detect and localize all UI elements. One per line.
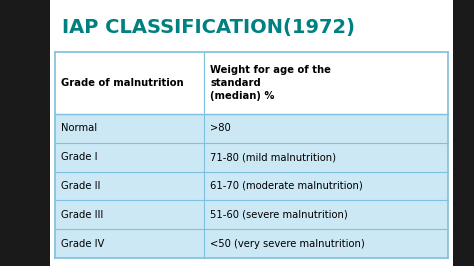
Bar [55, 52, 448, 258]
Text: Grade IV: Grade IV [61, 239, 104, 249]
Text: Grade of malnutrition: Grade of malnutrition [61, 78, 183, 88]
Bar [55, 114, 448, 143]
Bar [453, 0, 474, 266]
Text: 61-70 (moderate malnutrition): 61-70 (moderate malnutrition) [210, 181, 363, 191]
Bar [55, 143, 448, 172]
Text: Weight for age of the
standard
(median) %: Weight for age of the standard (median) … [210, 65, 331, 101]
Text: >80: >80 [210, 123, 231, 134]
Bar [55, 229, 448, 258]
Text: Grade III: Grade III [61, 210, 103, 220]
Text: <50 (very severe malnutrition): <50 (very severe malnutrition) [210, 239, 365, 249]
Text: Grade II: Grade II [61, 181, 100, 191]
Bar [55, 172, 448, 200]
Text: IAP CLASSIFICATION(1972): IAP CLASSIFICATION(1972) [62, 19, 355, 38]
Bar [0, 0, 50, 266]
Bar [55, 200, 448, 229]
Text: 71-80 (mild malnutrition): 71-80 (mild malnutrition) [210, 152, 337, 162]
Text: Normal: Normal [61, 123, 97, 134]
Text: Grade I: Grade I [61, 152, 98, 162]
Text: 51-60 (severe malnutrition): 51-60 (severe malnutrition) [210, 210, 348, 220]
